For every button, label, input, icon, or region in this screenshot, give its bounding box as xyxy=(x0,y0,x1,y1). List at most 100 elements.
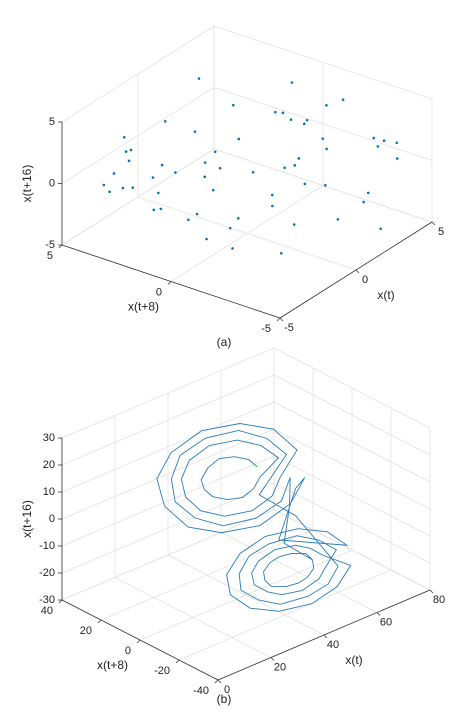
caption: (a) xyxy=(217,335,232,349)
point xyxy=(163,119,167,123)
point xyxy=(218,166,222,170)
grid-line xyxy=(61,148,215,246)
x-tick-label: 20 xyxy=(274,661,286,673)
point xyxy=(102,183,106,187)
point xyxy=(372,136,376,140)
x-tick-label: 0 xyxy=(224,684,230,696)
grid-line xyxy=(61,87,215,184)
caption: (b) xyxy=(217,692,232,706)
tick-mark xyxy=(323,634,328,639)
point xyxy=(228,226,232,230)
point xyxy=(376,145,380,148)
x-tick-label: 80 xyxy=(433,594,445,606)
point xyxy=(382,139,386,142)
z-tick-label: -30 xyxy=(39,594,55,606)
point xyxy=(187,218,190,222)
point xyxy=(157,191,160,195)
point xyxy=(289,118,293,121)
z-tick-label: 0 xyxy=(49,513,55,525)
grid-line xyxy=(61,401,275,493)
point xyxy=(205,237,208,241)
point xyxy=(271,204,274,208)
point xyxy=(366,191,370,195)
x-tick-label: 60 xyxy=(380,616,392,628)
y-tick-label: 0 xyxy=(156,286,162,298)
point xyxy=(395,157,399,160)
y-tick-label: -40 xyxy=(193,685,209,697)
y-tick-label: 40 xyxy=(41,605,53,617)
point xyxy=(325,147,328,151)
point xyxy=(151,176,155,179)
grid-line xyxy=(273,509,431,591)
x-axis-label: x(t) xyxy=(377,288,394,302)
grid-line xyxy=(273,455,431,537)
y-tick-label: 5 xyxy=(47,250,53,262)
z-tick-label: 0 xyxy=(49,177,55,189)
tick-mark xyxy=(270,657,275,661)
z-tick-label: 20 xyxy=(43,459,55,471)
point xyxy=(131,186,135,189)
z-tick-label: -20 xyxy=(39,567,55,579)
tick-mark xyxy=(217,679,222,684)
point xyxy=(124,150,128,153)
tick-mark xyxy=(175,659,180,664)
point xyxy=(379,227,383,231)
grid-line xyxy=(213,87,433,161)
grid-line xyxy=(61,428,275,520)
point xyxy=(270,193,274,197)
point xyxy=(112,172,116,175)
point xyxy=(324,184,327,187)
point xyxy=(123,135,126,139)
z-tick-label: -5 xyxy=(45,239,55,251)
tick-mark xyxy=(167,281,172,285)
x-tick-label: 40 xyxy=(327,639,339,651)
point xyxy=(336,218,340,221)
point xyxy=(362,200,365,204)
point xyxy=(395,141,399,145)
y-tick-label: 20 xyxy=(80,625,92,637)
grid-line xyxy=(170,185,324,282)
point xyxy=(341,98,345,101)
z-axis-label: x(t+16) xyxy=(20,500,34,538)
point xyxy=(129,148,133,152)
z-tick-label: 5 xyxy=(49,116,55,128)
tick-mark xyxy=(58,599,63,604)
x-tick-label: 0 xyxy=(362,274,368,286)
point xyxy=(152,208,156,212)
grid-line xyxy=(61,25,215,123)
tick-mark xyxy=(429,589,434,594)
point xyxy=(195,212,199,216)
point xyxy=(305,118,309,122)
point xyxy=(281,111,285,115)
grid-line xyxy=(213,25,433,100)
trajectory xyxy=(156,423,352,612)
y-axis-label: x(t+8) xyxy=(128,300,159,314)
z-tick-label: 30 xyxy=(43,432,55,444)
tick-mark xyxy=(58,244,63,249)
point xyxy=(197,77,201,80)
tick-mark xyxy=(97,619,102,624)
y-tick-label: 0 xyxy=(125,645,131,657)
point xyxy=(203,175,206,179)
grid-line xyxy=(273,374,431,456)
point xyxy=(303,182,307,186)
tick-mark xyxy=(355,269,360,274)
point xyxy=(251,171,255,174)
x-axis-label: x(t) xyxy=(345,653,362,667)
point xyxy=(274,110,277,114)
point xyxy=(302,122,306,126)
grid-line xyxy=(273,401,431,483)
point xyxy=(108,190,111,194)
y-tick-label: -20 xyxy=(154,665,170,677)
point xyxy=(293,164,297,167)
x-tick-label: -5 xyxy=(284,322,294,334)
grid-line xyxy=(273,428,431,510)
point xyxy=(231,247,234,250)
tick-mark xyxy=(376,612,381,616)
point xyxy=(211,188,215,192)
point xyxy=(279,251,283,255)
point xyxy=(159,207,163,211)
x-tick-label: 5 xyxy=(438,226,444,238)
point xyxy=(237,137,241,141)
